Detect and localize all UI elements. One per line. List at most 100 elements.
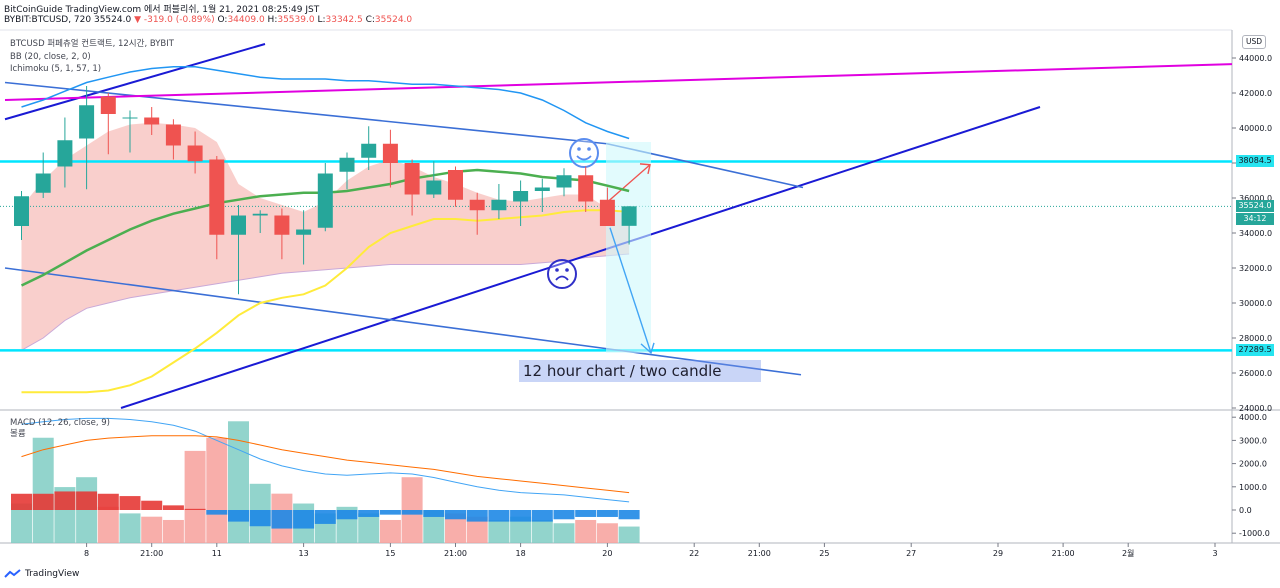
candle-body xyxy=(469,199,485,211)
projection-box xyxy=(606,142,651,353)
macd-histogram-bar xyxy=(314,510,336,524)
time-tick-label: 13 xyxy=(299,549,309,558)
tradingview-logo-icon xyxy=(4,569,21,578)
volume-bar xyxy=(553,523,575,543)
macd-histogram-bar xyxy=(401,510,423,515)
low-value: 33342.5 xyxy=(325,15,363,25)
time-tick-label: 29 xyxy=(993,549,1003,558)
price-tick-label: 32000.0 xyxy=(1239,264,1272,273)
candle-body xyxy=(100,96,116,114)
legend-title: BTCUSD 퍼페츄얼 컨트랙트, 12시간, BYBIT xyxy=(10,39,174,49)
footer-brand: TradingView xyxy=(25,569,80,579)
publish-info: BitCoinGuide TradingView.com 에서 퍼블리쉬, 1월… xyxy=(4,5,320,15)
macd-histogram-bar xyxy=(618,510,640,520)
up-arrow xyxy=(607,164,651,203)
volume-bar xyxy=(445,513,466,543)
macd-histogram-bar xyxy=(76,491,98,510)
macd-histogram-bar xyxy=(206,510,228,515)
price-tick-label: 34000.0 xyxy=(1239,229,1272,238)
volume-bar xyxy=(423,510,445,543)
macd-line xyxy=(21,417,630,503)
volume-bar xyxy=(206,437,228,543)
open-value: 34409.0 xyxy=(227,15,265,25)
time-tick-label: 3 xyxy=(1212,549,1217,558)
ohlc-header: BYBIT:BTCUSD, 720 35524.0 ▼ -319.0 (-0.8… xyxy=(4,15,412,25)
candle-body xyxy=(317,173,333,228)
macd-tick-label: -1000.0 xyxy=(1239,529,1270,538)
close-label: C: xyxy=(365,15,375,25)
price-tick-label: 26000.0 xyxy=(1239,369,1272,378)
pane-legend: BTCUSD 퍼페츄얼 컨트랙트, 12시간, BYBIT BB (20, cl… xyxy=(10,38,174,76)
macd-histogram-bar xyxy=(228,510,249,522)
candle-body xyxy=(274,215,290,235)
channel-upper xyxy=(4,81,608,145)
macd-tick-label: 3000.0 xyxy=(1239,436,1267,445)
price-tick-label: 42000.0 xyxy=(1239,89,1272,98)
footer[interactable]: TradingView xyxy=(4,569,79,579)
macd-histogram-bar xyxy=(97,493,119,510)
time-tick-label: 18 xyxy=(516,549,526,558)
macd-histogram-bar xyxy=(575,510,597,517)
time-tick-label: 20 xyxy=(602,549,612,558)
signal-line xyxy=(21,435,630,494)
time-tick-label: 22 xyxy=(689,549,699,558)
candle-body xyxy=(382,143,398,163)
high-label: H: xyxy=(267,15,278,25)
macd-histogram-bar xyxy=(271,510,293,529)
volume-bar xyxy=(596,523,618,543)
candle-body xyxy=(209,159,225,235)
trend-line-top-left xyxy=(4,43,266,121)
macd-histogram-bar xyxy=(379,510,401,515)
volume-bar xyxy=(618,526,640,543)
candle-body xyxy=(556,175,572,188)
candle-body xyxy=(57,140,73,167)
time-tick-label: 15 xyxy=(385,549,395,558)
level-high-tag: 38084.5 xyxy=(1236,155,1274,167)
legend-bb[interactable]: BB (20, close, 2, 0) xyxy=(10,51,91,62)
volume-bar xyxy=(119,513,141,543)
macd-tick-label: 0.0 xyxy=(1239,506,1252,515)
macd-histogram-bar xyxy=(54,491,76,510)
close-value: 35524.0 xyxy=(374,15,413,25)
sad-face-icon xyxy=(547,259,577,289)
macd-legend: MACD (12, 26, close, 9) 볼륨 xyxy=(10,418,110,440)
macd-histogram-bar xyxy=(488,510,510,522)
cloud-lower-edge xyxy=(21,253,630,351)
legend-volume[interactable]: 볼륨 xyxy=(10,429,26,439)
legend-macd[interactable]: MACD (12, 26, close, 9) xyxy=(10,418,110,428)
candle-body xyxy=(122,117,138,119)
annotation-label: 12 hour chart / two candle xyxy=(519,360,761,382)
price-tick-label: 44000.0 xyxy=(1239,54,1272,63)
price-tick-label: 36000.0 xyxy=(1239,194,1272,203)
open-label: O: xyxy=(217,15,228,25)
macd-histogram-bar xyxy=(445,510,466,520)
trend-drawings xyxy=(4,43,1233,409)
volume-bar xyxy=(575,519,597,543)
candle-body xyxy=(79,105,95,139)
macd-histogram-bar xyxy=(184,508,206,510)
candle-body xyxy=(252,213,268,216)
candle-body xyxy=(621,206,637,226)
candle-body xyxy=(534,187,550,191)
candle-body xyxy=(296,229,312,235)
last-price-tag: 35524.0 xyxy=(1236,200,1274,212)
legend-ichimoku[interactable]: Ichimoku (5, 1, 57, 1) xyxy=(10,64,102,74)
high-value: 35539.0 xyxy=(277,15,315,25)
price-tick-label: 28000.0 xyxy=(1239,334,1272,343)
macd-tick-label: 1000.0 xyxy=(1239,483,1267,492)
volume-bar xyxy=(184,450,206,543)
candle-body xyxy=(361,143,377,158)
macd-histogram-bar xyxy=(510,510,532,522)
ichimoku-cloud xyxy=(21,122,630,351)
candle-body xyxy=(491,199,507,211)
change-value: ▼ -319.0 (-0.89%) xyxy=(134,15,215,25)
macd-histogram-bar xyxy=(162,505,184,510)
currency-button[interactable]: USD xyxy=(1242,35,1266,49)
candle-body xyxy=(578,175,594,202)
macd-pane xyxy=(11,417,640,543)
candle-body xyxy=(599,199,615,226)
up-arrow-head xyxy=(639,163,651,175)
candle-body xyxy=(448,170,463,200)
volume-bar xyxy=(358,513,380,543)
